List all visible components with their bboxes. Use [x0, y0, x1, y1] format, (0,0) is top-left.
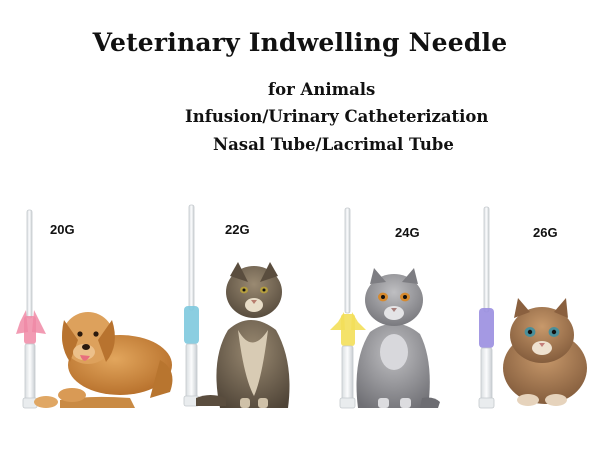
cat-icon — [356, 268, 440, 408]
cat-icon — [196, 262, 290, 408]
hub-icon — [184, 306, 199, 344]
hub-icon — [24, 316, 36, 344]
needle-24g — [330, 207, 366, 409]
needle-26g — [478, 206, 495, 409]
hub-icon — [341, 314, 355, 346]
subtitle-line-3: Nasal Tube/Lacrimal Tube — [213, 135, 454, 154]
gauge-label-26g: 26G — [533, 225, 558, 240]
gauge-label-22g: 22G — [225, 222, 250, 237]
subtitle-line-2: Infusion/Urinary Catheterization — [185, 107, 489, 126]
needle-22g — [183, 204, 200, 407]
gauge-label-20g: 20G — [50, 222, 75, 237]
page-title: Veterinary Indwelling Needle — [92, 28, 508, 57]
subtitle-line-1: for Animals — [268, 80, 376, 99]
dog-icon — [34, 312, 173, 408]
hub-icon — [479, 308, 494, 348]
kitten-icon — [503, 298, 587, 406]
gauge-label-24g: 24G — [395, 225, 420, 240]
needle-20g — [16, 209, 46, 409]
